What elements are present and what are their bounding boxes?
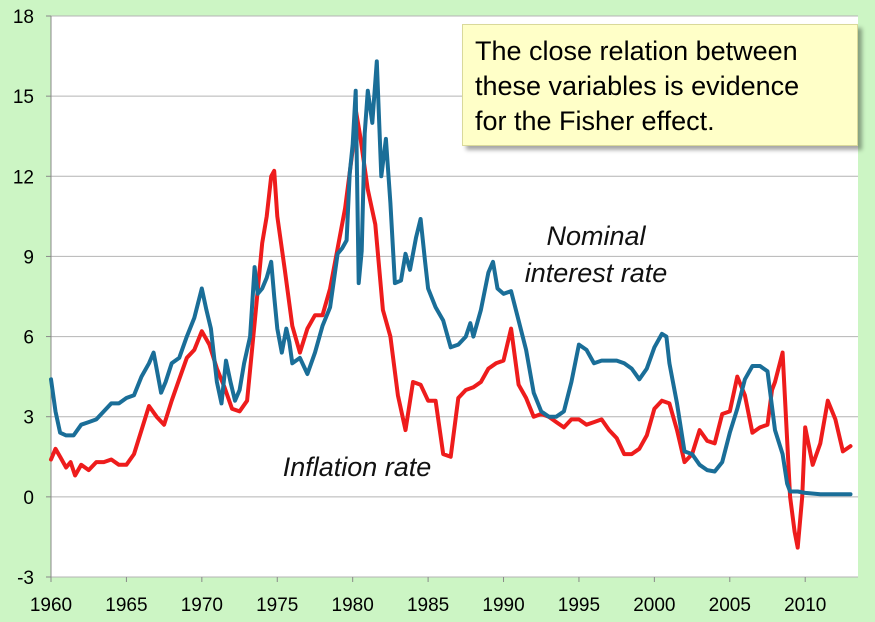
y-tick-label: 6 [23, 328, 34, 349]
y-tick-label: 0 [23, 488, 34, 509]
y-axis-ticks: 18 15 12 9 6 3 0 -3 [13, 7, 51, 589]
x-tick-label: 1985 [407, 595, 449, 616]
y-tick-label: 18 [13, 7, 34, 28]
x-tick-label: 2000 [633, 595, 675, 616]
fisher-effect-callout: The close relation between these variabl… [462, 24, 858, 146]
y-tick-label: 12 [13, 167, 34, 188]
y-tick-label: 9 [23, 247, 34, 268]
x-tick-label: 1975 [256, 595, 298, 616]
x-tick-label: 2010 [784, 595, 826, 616]
x-tick-label: 1970 [181, 595, 223, 616]
y-tick-label: 3 [23, 408, 34, 429]
x-tick-label: 1965 [105, 595, 147, 616]
x-tick-label: 2005 [709, 595, 751, 616]
series-label-nominal-line-1: Nominal [546, 221, 646, 251]
series-line-nominal-interest-rate [49, 59, 853, 497]
x-tick-label: 1960 [30, 595, 72, 616]
series-label-nominal-interest-rate: Nominal interest rate [525, 221, 668, 288]
series-label-inflation-rate: Inflation rate [283, 452, 432, 482]
series-label-nominal-line-2: interest rate [525, 258, 668, 288]
series-lines [49, 59, 853, 550]
x-tick-label: 1980 [332, 595, 374, 616]
series-line-inflation-rate [49, 107, 853, 550]
x-axis-ticks: 1960 1965 1970 1975 1980 1985 1990 1995 2000 2005… [30, 577, 826, 616]
x-tick-label: 1990 [482, 595, 524, 616]
callout-line-3: for the Fisher effect. [475, 106, 715, 136]
y-tick-label: 15 [13, 87, 34, 108]
callout-line-2: these variables is evidence [475, 71, 800, 101]
callout-line-1: The close relation between [475, 36, 798, 66]
x-tick-label: 1995 [558, 595, 600, 616]
y-tick-label: -3 [17, 568, 34, 589]
